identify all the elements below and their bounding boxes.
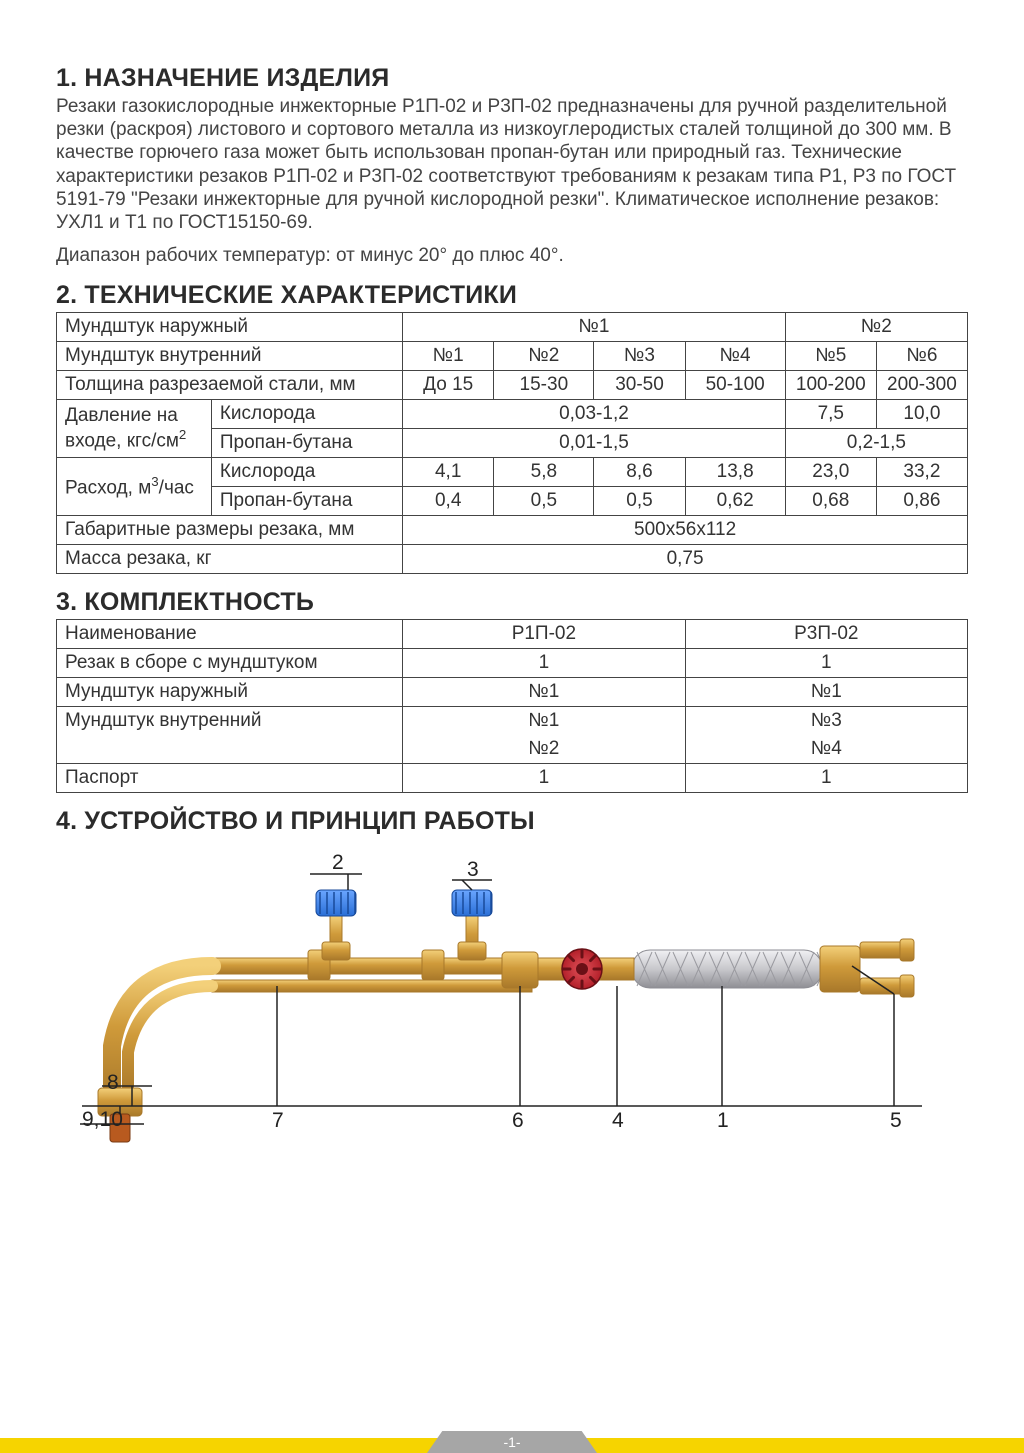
diagram-label-3: 3 bbox=[467, 858, 479, 882]
diagram-label-8: 8 bbox=[107, 1071, 119, 1095]
flow-prop-1: 0,4 bbox=[403, 487, 494, 516]
flow-oxy-2: 5,8 bbox=[494, 458, 594, 487]
inner-n6: №6 bbox=[876, 342, 967, 371]
row-outer-c1: №1 bbox=[403, 313, 786, 342]
comp-r3-c1: №2 bbox=[403, 735, 685, 764]
thick-6: 200-300 bbox=[876, 371, 967, 400]
flow-oxy-4: 13,8 bbox=[685, 458, 785, 487]
diagram-label-2: 2 bbox=[332, 851, 344, 875]
comp-r2-name: Мундштук внутренний bbox=[57, 707, 403, 764]
comp-r2-c1: №1 bbox=[403, 707, 685, 736]
comp-r1-c2: №1 bbox=[685, 678, 967, 707]
press-oxy-6: 10,0 bbox=[876, 400, 967, 429]
section-title-4: 4. УСТРОЙСТВО И ПРИНЦИП РАБОТЫ bbox=[56, 807, 968, 836]
flow-label: Расход, м3/час bbox=[57, 458, 212, 516]
row-outer-label: Мундштук наружный bbox=[57, 313, 403, 342]
mass-val: 0,75 bbox=[403, 545, 968, 574]
flow-prop-3: 0,5 bbox=[594, 487, 685, 516]
complect-table: Наименование Р1П-02 Р3П-02 Резак в сборе… bbox=[56, 619, 968, 793]
flow-prop-6: 0,86 bbox=[876, 487, 967, 516]
diagram-label-910: 9,10 bbox=[82, 1108, 123, 1132]
press-prop-right: 0,2-1,5 bbox=[785, 429, 967, 458]
flow-oxy-5: 23,0 bbox=[785, 458, 876, 487]
inner-n2: №2 bbox=[494, 342, 594, 371]
row-outer-c2: №2 bbox=[785, 313, 967, 342]
comp-r4-c2: 1 bbox=[685, 764, 967, 793]
comp-r1-name: Мундштук наружный bbox=[57, 678, 403, 707]
comp-h-c2: Р3П-02 bbox=[685, 620, 967, 649]
flow-oxy-label: Кислорода bbox=[211, 458, 402, 487]
flow-oxy-6: 33,2 bbox=[876, 458, 967, 487]
diagram-label-1: 1 bbox=[717, 1109, 729, 1133]
press-prop-merged: 0,01-1,5 bbox=[403, 429, 786, 458]
inner-n5: №5 bbox=[785, 342, 876, 371]
inner-n3: №3 bbox=[594, 342, 685, 371]
flow-prop-label: Пропан-бутана bbox=[211, 487, 402, 516]
pressure-prop-label: Пропан-бутана bbox=[211, 429, 402, 458]
dims-label: Габаритные размеры резака, мм bbox=[57, 516, 403, 545]
diagram-label-6: 6 bbox=[512, 1109, 524, 1133]
dims-val: 500х56х112 bbox=[403, 516, 968, 545]
flow-prop-2: 0,5 bbox=[494, 487, 594, 516]
comp-r1-c1: №1 bbox=[403, 678, 685, 707]
comp-h-c1: Р1П-02 bbox=[403, 620, 685, 649]
diagram-label-7: 7 bbox=[272, 1109, 284, 1133]
comp-r0-c1: 1 bbox=[403, 649, 685, 678]
section-title-1: 1. НАЗНАЧЕНИЕ ИЗДЕЛИЯ bbox=[56, 64, 968, 93]
thick-5: 100-200 bbox=[785, 371, 876, 400]
inner-n4: №4 bbox=[685, 342, 785, 371]
pressure-oxy-label: Кислорода bbox=[211, 400, 402, 429]
torch-diagram: 2 3 8 9,10 7 6 4 1 5 bbox=[72, 846, 952, 1186]
page-number: -1- bbox=[427, 1431, 597, 1453]
comp-r0-name: Резак в сборе с мундштуком bbox=[57, 649, 403, 678]
inner-n1: №1 bbox=[403, 342, 494, 371]
flow-prop-4: 0,62 bbox=[685, 487, 785, 516]
diagram-label-4: 4 bbox=[612, 1109, 624, 1133]
comp-r0-c2: 1 bbox=[685, 649, 967, 678]
flow-oxy-1: 4,1 bbox=[403, 458, 494, 487]
thick-1: До 15 bbox=[403, 371, 494, 400]
pressure-label: Давление на входе, кгс/см2 bbox=[57, 400, 212, 458]
footer: -1- bbox=[0, 1431, 1024, 1453]
section-1-body-2: Диапазон рабочих температур: от минус 20… bbox=[56, 244, 968, 267]
comp-r3-c2: №4 bbox=[685, 735, 967, 764]
thick-2: 15-30 bbox=[494, 371, 594, 400]
comp-r4-c1: 1 bbox=[403, 764, 685, 793]
thick-4: 50-100 bbox=[685, 371, 785, 400]
comp-h-name: Наименование bbox=[57, 620, 403, 649]
section-1-body-1: Резаки газокислородные инжекторные Р1П-0… bbox=[56, 95, 968, 234]
comp-r4-name: Паспорт bbox=[57, 764, 403, 793]
flow-oxy-3: 8,6 bbox=[594, 458, 685, 487]
flow-prop-5: 0,68 bbox=[785, 487, 876, 516]
row-inner-label: Мундштук внутренний bbox=[57, 342, 403, 371]
diagram-label-5: 5 bbox=[890, 1109, 902, 1133]
section-title-2: 2. ТЕХНИЧЕСКИЕ ХАРАКТЕРИСТИКИ bbox=[56, 281, 968, 310]
press-oxy-merged: 0,03-1,2 bbox=[403, 400, 786, 429]
section-title-3: 3. КОМПЛЕКТНОСТЬ bbox=[56, 588, 968, 617]
row-thick-label: Толщина разрезаемой стали, мм bbox=[57, 371, 403, 400]
tech-table: Мундштук наружный №1 №2 Мундштук внутрен… bbox=[56, 312, 968, 574]
mass-label: Масса резака, кг bbox=[57, 545, 403, 574]
thick-3: 30-50 bbox=[594, 371, 685, 400]
press-oxy-5: 7,5 bbox=[785, 400, 876, 429]
comp-r2-c2: №3 bbox=[685, 707, 967, 736]
